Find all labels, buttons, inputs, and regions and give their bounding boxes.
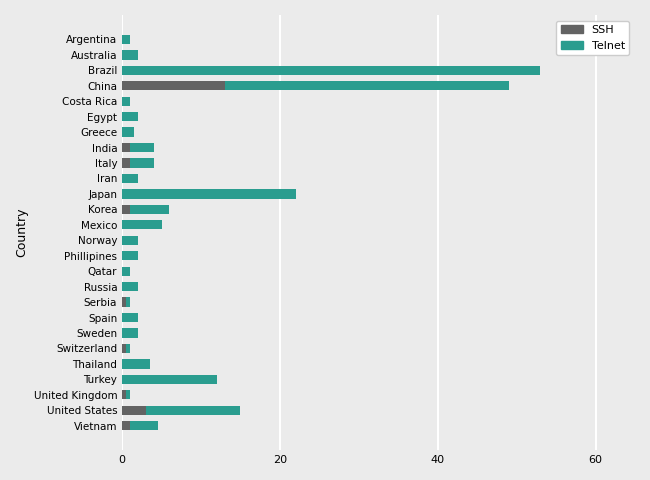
- Bar: [122, 390, 126, 399]
- Bar: [146, 406, 240, 415]
- Bar: [122, 220, 161, 229]
- Legend: SSH, Telnet: SSH, Telnet: [556, 21, 629, 55]
- Bar: [122, 375, 216, 384]
- Bar: [130, 143, 153, 152]
- Bar: [122, 50, 138, 60]
- Bar: [130, 158, 153, 168]
- Bar: [122, 328, 138, 337]
- Bar: [122, 66, 540, 75]
- Bar: [122, 96, 130, 106]
- Bar: [122, 143, 130, 152]
- Bar: [122, 205, 130, 214]
- Y-axis label: Country: Country: [15, 208, 28, 257]
- Bar: [130, 205, 170, 214]
- Bar: [122, 421, 130, 431]
- Bar: [122, 406, 146, 415]
- Bar: [122, 344, 126, 353]
- Bar: [122, 313, 138, 322]
- Bar: [122, 158, 130, 168]
- Bar: [122, 35, 130, 44]
- Bar: [122, 81, 225, 90]
- Bar: [122, 251, 138, 260]
- Bar: [122, 236, 138, 245]
- Bar: [122, 112, 138, 121]
- Bar: [130, 421, 157, 431]
- Bar: [122, 128, 134, 137]
- Bar: [122, 298, 126, 307]
- Bar: [126, 298, 130, 307]
- Bar: [122, 266, 130, 276]
- Bar: [126, 344, 130, 353]
- Bar: [122, 189, 296, 199]
- Bar: [122, 359, 150, 369]
- Bar: [122, 174, 138, 183]
- Bar: [126, 390, 130, 399]
- Bar: [122, 282, 138, 291]
- Bar: [225, 81, 509, 90]
